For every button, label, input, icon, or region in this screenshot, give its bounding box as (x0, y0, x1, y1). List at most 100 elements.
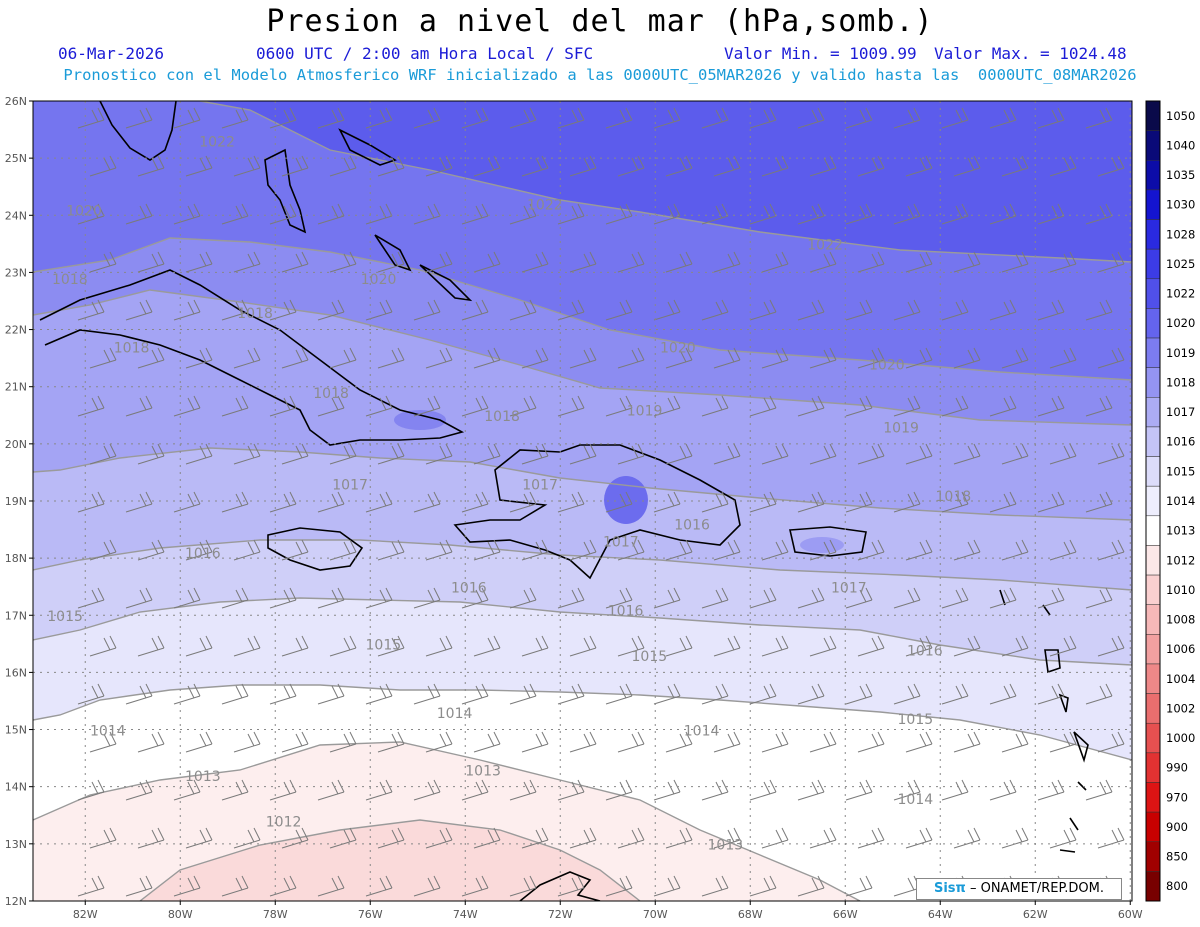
wind-barb (605, 299, 633, 321)
wind-barb (1049, 635, 1077, 657)
wind-barb (1049, 251, 1077, 273)
wind-barb (941, 587, 969, 609)
wind-barb (1085, 299, 1113, 321)
wind-barb (713, 731, 741, 753)
wind-barb (413, 203, 441, 225)
wind-barb (125, 875, 153, 897)
wind-barb (905, 827, 933, 849)
band-1012 (140, 820, 640, 901)
wind-barb (617, 539, 645, 561)
wind-barb (845, 299, 873, 321)
wind-barb (893, 395, 921, 417)
contour-label: 1022 (199, 135, 235, 151)
wind-barb (953, 539, 981, 561)
wind-barb (281, 443, 309, 465)
wind-barb (749, 107, 777, 129)
wind-barb (953, 827, 981, 849)
wind-barb (509, 587, 537, 609)
wind-barb (329, 251, 357, 273)
wind-barb (617, 251, 645, 273)
wind-barb (1097, 251, 1125, 273)
wind-barb (173, 107, 201, 129)
wind-barb (473, 827, 501, 849)
wind-barb (941, 491, 969, 513)
band-1015 (33, 598, 1132, 760)
wind-barb (377, 635, 405, 657)
wind-barb (377, 443, 405, 465)
wind-barb (221, 203, 249, 225)
lon-label: 62W (1023, 908, 1048, 921)
wind-barb (1001, 635, 1029, 657)
wind-barb (269, 395, 297, 417)
wind-barb (761, 635, 789, 657)
lon-label: 76W (358, 908, 383, 921)
wind-barb (137, 347, 165, 369)
colorbar-label: 1015 (1166, 464, 1195, 478)
wind-barb (857, 539, 885, 561)
wind-barb (269, 299, 297, 321)
wind-barb (617, 443, 645, 465)
wind-barb (473, 731, 501, 753)
wind-barb (893, 203, 921, 225)
colorbar-swatch (1145, 841, 1161, 872)
colorbar-swatch (1145, 219, 1161, 250)
wind-barb (1085, 491, 1113, 513)
wind-barb (857, 251, 885, 273)
contour-label: 1018 (114, 340, 150, 356)
wind-barb (77, 203, 105, 225)
contour-label: 1017 (831, 580, 867, 596)
wind-barb (425, 251, 453, 273)
wind-barb (953, 347, 981, 369)
wind-barb (377, 731, 405, 753)
wind-barb (953, 731, 981, 753)
wind-barb (137, 539, 165, 561)
wind-barb (989, 107, 1017, 129)
wind-barb (509, 203, 537, 225)
wind-barb (317, 107, 345, 129)
wind-barb (701, 491, 729, 513)
wind-barb (365, 779, 393, 801)
wind-barb (953, 635, 981, 657)
wind-barb (1049, 443, 1077, 465)
colorbar-label: 1022 (1166, 287, 1195, 301)
wind-barb (1097, 539, 1125, 561)
colorbar-swatch (1145, 189, 1161, 220)
wind-barb (797, 683, 825, 705)
wind-barb (557, 395, 585, 417)
contour-label: 1020 (660, 340, 696, 356)
wind-barb (221, 779, 249, 801)
band-1022 (33, 101, 1132, 262)
lat-label: 24N (5, 209, 27, 222)
wind-barb (77, 875, 105, 897)
wind-barb (185, 251, 213, 273)
wind-barb (857, 347, 885, 369)
wind-barb (653, 491, 681, 513)
wind-barb (845, 395, 873, 417)
wind-barb (989, 491, 1017, 513)
wind-barb (233, 539, 261, 561)
wind-barb (521, 635, 549, 657)
colorbar-label: 1028 (1166, 227, 1195, 241)
wind-barb (521, 251, 549, 273)
wind-barb (941, 203, 969, 225)
wind-barb (173, 683, 201, 705)
jamaica-coast (267, 527, 364, 571)
wind-barb (233, 347, 261, 369)
lon-label: 80W (168, 908, 193, 921)
colorbar-label: 1030 (1166, 198, 1195, 212)
lat-label: 26N (5, 95, 27, 108)
wind-barb (605, 875, 633, 897)
contour-label: 1014 (90, 723, 126, 739)
contour-label: 1020 (66, 203, 102, 219)
wind-barb (185, 347, 213, 369)
wind-barb (1037, 203, 1065, 225)
contour-label: 1016 (674, 518, 710, 534)
contour-label: 1015 (632, 649, 668, 665)
wind-barb (749, 203, 777, 225)
wind-barb (701, 395, 729, 417)
wind-barb (413, 395, 441, 417)
colorbar-label: 970 (1166, 790, 1188, 804)
wind-barb (281, 539, 309, 561)
wind-barb (665, 635, 693, 657)
wind-barb (89, 539, 117, 561)
